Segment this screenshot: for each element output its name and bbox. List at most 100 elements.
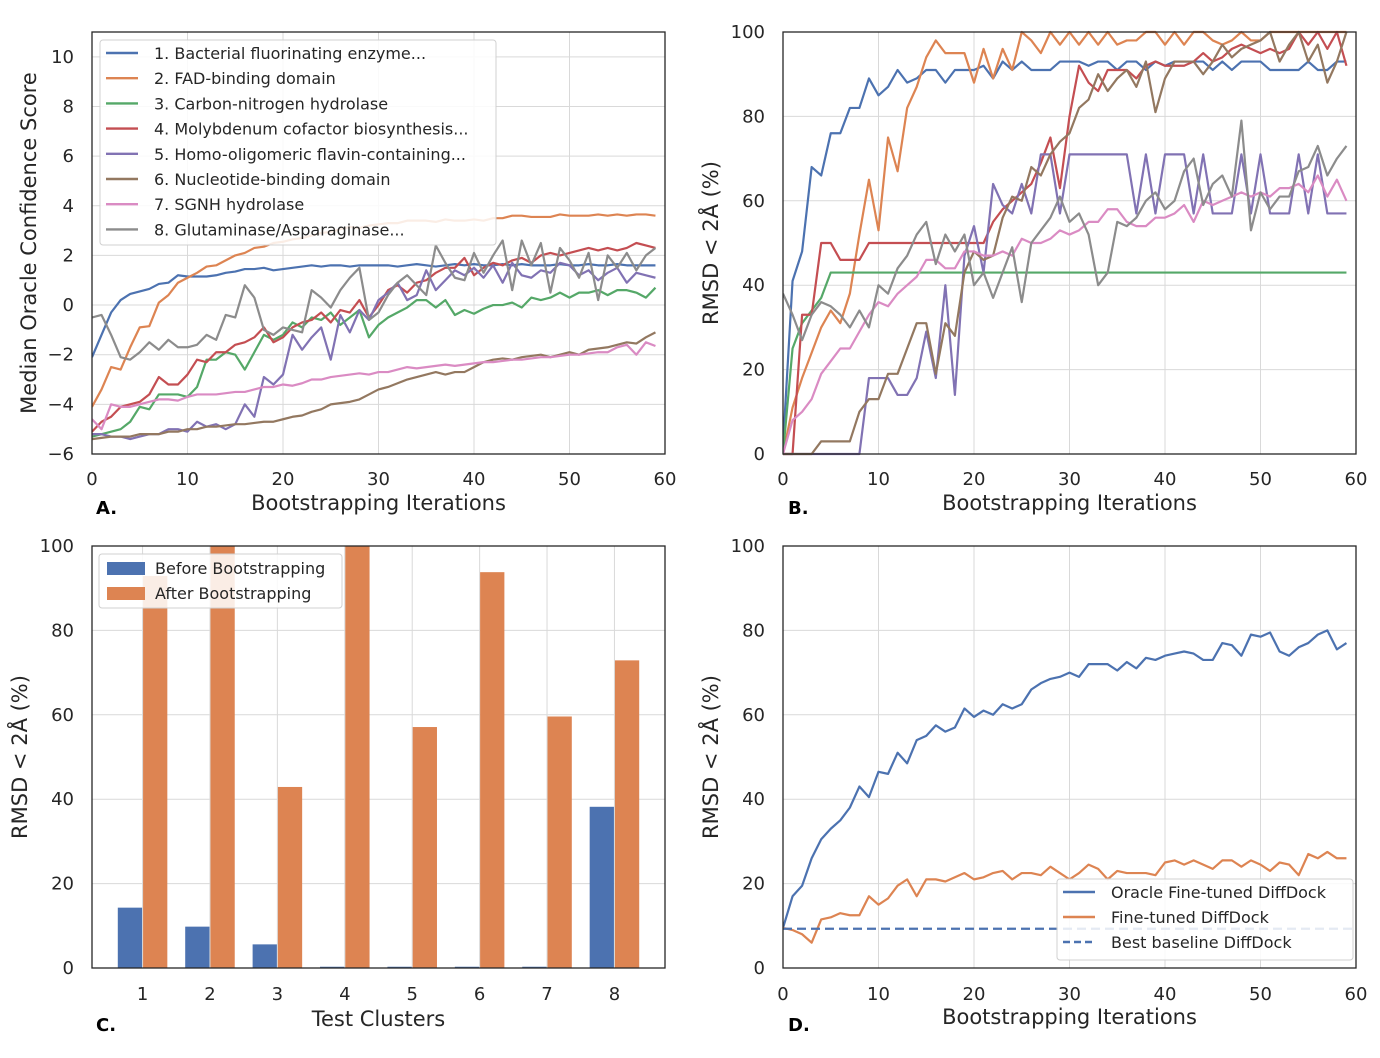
- y-tick-label: 60: [742, 191, 765, 212]
- x-axis-label: Bootstrapping Iterations: [942, 491, 1197, 515]
- x-tick-label: 50: [1249, 984, 1272, 1005]
- panel-c-test-clusters-bar-chart: 0 20 40 60 80 100 Test Clusters RMSD < 2Å (%) C.…: [6, 536, 666, 1036]
- legend: Before Bootstrapping After Bootstrapping: [98, 553, 343, 609]
- x-axis-label: Test Clusters: [311, 1007, 446, 1031]
- x-tick-label: 1: [137, 984, 148, 1005]
- y-axis-label: RMSD < 2Å (%): [6, 675, 32, 839]
- legend-label: Oracle Fine-tuned DiffDock: [1111, 883, 1327, 902]
- legend-label: 8. Glutaminase/Asparaginase...: [154, 220, 405, 239]
- legend-box: [99, 39, 497, 246]
- legend-label: 3. Carbon-nitrogen hydrolase: [154, 94, 388, 113]
- panel-letter: A.: [96, 498, 117, 519]
- bar-series-2-cluster-4: [345, 546, 370, 968]
- x-tick-label: 40: [1154, 984, 1177, 1005]
- legend-box: [1056, 878, 1354, 961]
- x-tick-label: 5: [406, 984, 417, 1005]
- series-line-6: [92, 331, 656, 441]
- legend-label: 4. Molybdenum cofactor biosynthesis...: [154, 120, 468, 139]
- x-tick-label: 3: [272, 984, 283, 1005]
- legend-label: Before Bootstrapping: [155, 559, 325, 578]
- x-tick-label: 50: [1249, 469, 1272, 490]
- series-line-2: [783, 850, 1347, 944]
- plot-border: [782, 545, 1357, 969]
- legend-label: Fine-tuned DiffDock: [1111, 908, 1270, 927]
- x-tick-label: 2: [204, 984, 215, 1005]
- y-tick-label: −2: [47, 345, 74, 366]
- legend: Oracle Fine-tuned DiffDock Fine-tuned Dif…: [1056, 878, 1354, 961]
- x-tick-label: 10: [867, 469, 890, 490]
- bar-series-1-cluster-3: [252, 944, 277, 968]
- legend-label: 6. Nucleotide-binding domain: [154, 170, 390, 189]
- bar-series-2-cluster-1: [143, 575, 168, 968]
- series-line-8: [783, 119, 1348, 342]
- plot-border: [782, 31, 1357, 455]
- y-tick-label: 80: [742, 106, 765, 127]
- x-axis-label: Bootstrapping Iterations: [942, 1005, 1197, 1029]
- series-line-1: [783, 629, 1348, 929]
- legend-label: 7. SGNH hydrolase: [154, 195, 304, 214]
- x-tick-label: 30: [367, 469, 390, 490]
- panel-a-oracle-confidence-chart: −6 −4 −2 0 2 4 6 8 10 Bootstrapping Iterations Med…: [17, 31, 676, 519]
- x-tick-label: 0: [777, 469, 788, 490]
- plot-border: [91, 545, 666, 969]
- series-line-8: [92, 239, 657, 361]
- x-tick-label: 30: [1058, 984, 1081, 1005]
- x-tick-label: 6: [474, 984, 485, 1005]
- x-tick-label: 10: [176, 469, 199, 490]
- bar-series-1-cluster-8: [589, 806, 614, 968]
- series-line-6: [783, 30, 1348, 456]
- legend-label: 5. Homo-oligomeric flavin-containing...: [154, 145, 466, 164]
- bar-series-1-cluster-1: [117, 907, 143, 968]
- y-tick-label: 40: [51, 789, 74, 810]
- x-tick-label: 20: [272, 469, 295, 490]
- legend-box: [98, 553, 343, 609]
- bar-series-2-cluster-5: [412, 727, 437, 968]
- x-tick-label: 0: [86, 469, 97, 490]
- x-tick-label: 20: [963, 984, 986, 1005]
- series-line-5: [783, 153, 1347, 456]
- y-tick-label: 60: [51, 705, 74, 726]
- legend-label: After Bootstrapping: [155, 584, 311, 603]
- legend-label: 1. Bacterial fluorinating enzyme...: [154, 44, 426, 63]
- x-tick-label: 30: [1058, 469, 1081, 490]
- x-tick-label: 7: [541, 984, 552, 1005]
- panel-letter: B.: [788, 498, 809, 519]
- bar-series-2-cluster-7: [547, 716, 572, 968]
- legend-label: 2. FAD-binding domain: [154, 69, 336, 88]
- y-tick-label: −6: [47, 444, 74, 465]
- y-tick-label: 100: [731, 536, 765, 557]
- legend-label: Best baseline DiffDock: [1111, 933, 1292, 952]
- bar-series-2-cluster-3: [277, 786, 303, 968]
- legend-swatch: [107, 562, 145, 575]
- x-tick-label: 60: [1345, 984, 1368, 1005]
- series-line-1: [783, 60, 1347, 446]
- panel-letter: C.: [96, 1015, 116, 1036]
- series-line-2: [783, 30, 1347, 455]
- y-axis-label: Median Oracle Confidence Score: [17, 72, 41, 414]
- bar-series-1-cluster-2: [185, 926, 210, 968]
- panel-letter: D.: [788, 1015, 810, 1036]
- y-tick-label: 0: [754, 958, 765, 979]
- x-tick-label: 40: [463, 469, 486, 490]
- x-tick-label: 40: [1154, 469, 1177, 490]
- y-tick-label: 40: [742, 275, 765, 296]
- series-line-3: [783, 271, 1347, 455]
- y-axis-label: RMSD < 2Å (%): [697, 161, 723, 325]
- x-tick-label: 60: [1345, 469, 1368, 490]
- x-tick-label: 20: [963, 469, 986, 490]
- series-line-5: [92, 261, 656, 441]
- y-tick-label: 80: [51, 620, 74, 641]
- y-tick-label: 0: [754, 444, 765, 465]
- y-tick-label: 8: [63, 96, 74, 117]
- y-tick-label: 20: [742, 874, 765, 895]
- y-tick-label: 0: [63, 958, 74, 979]
- y-tick-label: 4: [63, 196, 74, 217]
- series-line-7: [783, 174, 1348, 455]
- y-axis-label: RMSD < 2Å (%): [697, 675, 723, 839]
- bar-series-2-cluster-6: [480, 572, 505, 968]
- x-tick-label: 8: [609, 984, 620, 1005]
- y-tick-label: 100: [731, 22, 765, 43]
